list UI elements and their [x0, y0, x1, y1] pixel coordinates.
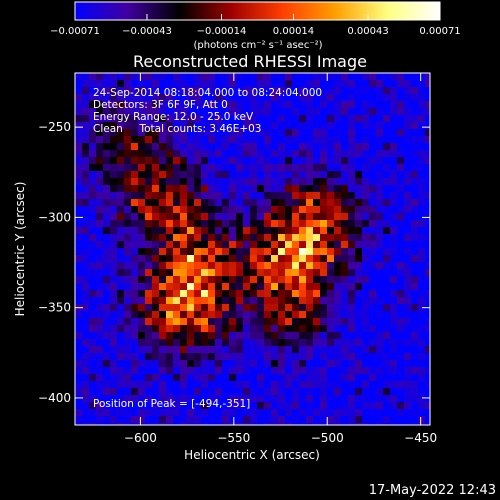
y-axis-ticks: −250 −300 −350 −400: [38, 120, 430, 405]
info-clean-counts: Clean Total counts: 3.46E+03: [93, 123, 262, 135]
colorbar-tick-label: −0.00014: [197, 26, 247, 37]
peak-position: Position of Peak = [-494,-351]: [93, 398, 250, 410]
colorbar-tick-label: 0.00014: [273, 26, 314, 37]
y-axis-label: Heliocentric Y (arcsec): [13, 182, 27, 317]
info-energy-range: Energy Range: 12.0 - 25.0 keV: [93, 111, 254, 123]
x-tick-label: −600: [124, 431, 157, 445]
colorbar-tick-label: −0.00071: [50, 26, 100, 37]
info-time-range: 24-Sep-2014 08:18:04.000 to 08:24:04.000: [93, 87, 322, 99]
x-axis-ticks: −600 −550 −500 −450: [124, 73, 437, 445]
x-tick-label: −500: [311, 431, 344, 445]
colorbar: −0.00071 −0.00043 −0.00014 0.00014 0.00043 0.…: [50, 1, 461, 51]
colorbar-ticks: −0.00071 −0.00043 −0.00014 0.00014 0.00043 0.…: [50, 14, 461, 37]
colorbar-gradient: [74, 1, 441, 21]
y-tick-label: −350: [38, 301, 71, 315]
x-tick-label: −450: [404, 431, 437, 445]
colorbar-units: (photons cm⁻² s⁻¹ asec⁻²): [193, 40, 322, 51]
y-tick-label: −400: [38, 391, 71, 405]
plot-frame: [74, 72, 431, 426]
heatmap-image: [75, 73, 430, 425]
chart-title: Reconstructed RHESSI Image: [133, 52, 367, 71]
colorbar-tick-label: −0.00043: [122, 26, 172, 37]
observation-info: 24-Sep-2014 08:18:04.000 to 08:24:04.000…: [93, 87, 322, 410]
timestamp: 17-May-2022 12:43: [369, 483, 496, 498]
x-axis-label: Heliocentric X (arcsec): [184, 448, 320, 462]
y-tick-label: −250: [38, 120, 71, 134]
info-detectors: Detectors: 3F 6F 9F, Att 0: [93, 99, 228, 111]
x-tick-label: −550: [217, 431, 250, 445]
y-tick-label: −300: [38, 210, 71, 224]
colorbar-tick-label: 0.00071: [419, 26, 460, 37]
colorbar-tick-label: 0.00043: [347, 26, 388, 37]
